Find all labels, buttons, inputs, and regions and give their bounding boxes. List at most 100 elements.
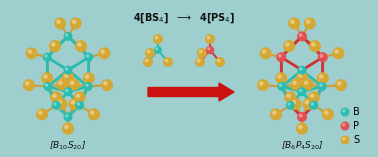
Circle shape [304,81,308,85]
Circle shape [309,101,318,110]
Circle shape [64,73,68,78]
Circle shape [288,17,300,29]
Circle shape [54,17,66,29]
Circle shape [302,78,314,90]
Circle shape [299,89,302,92]
Circle shape [50,92,62,103]
Circle shape [49,40,61,52]
Circle shape [299,33,302,37]
Circle shape [154,46,162,54]
Text: S: S [353,135,359,145]
Circle shape [341,135,350,144]
Circle shape [85,74,90,79]
Circle shape [324,110,328,115]
Circle shape [68,78,80,90]
Circle shape [75,40,87,52]
Circle shape [41,72,53,84]
Text: 4[BS$_4$]  $\longrightarrow$  4[PS$_4$]: 4[BS$_4$] $\longrightarrow$ 4[PS$_4$] [133,11,235,24]
Circle shape [165,59,169,62]
Circle shape [101,79,113,91]
FancyArrow shape [148,83,234,101]
Circle shape [64,125,68,129]
Text: [B$_{10}$S$_{20}$]: [B$_{10}$S$_{20}$] [50,140,87,152]
Circle shape [62,71,74,83]
Circle shape [155,36,158,40]
Circle shape [292,81,297,85]
Circle shape [311,102,314,106]
Circle shape [298,73,303,78]
Circle shape [52,101,61,110]
Circle shape [297,112,307,122]
Circle shape [84,53,93,62]
Circle shape [207,36,211,40]
Circle shape [207,47,211,50]
Circle shape [322,108,334,120]
Circle shape [262,49,266,54]
Circle shape [70,17,82,29]
Circle shape [259,81,263,86]
Circle shape [302,98,314,110]
Circle shape [290,98,302,110]
Circle shape [28,49,32,54]
Circle shape [65,89,68,92]
Circle shape [83,72,95,84]
Circle shape [285,42,290,47]
Circle shape [260,47,272,59]
Circle shape [56,98,68,110]
Circle shape [197,48,207,58]
Circle shape [145,59,149,62]
Circle shape [77,102,80,106]
Circle shape [51,42,56,47]
Circle shape [304,17,316,29]
Circle shape [76,94,80,98]
Circle shape [296,123,308,135]
Circle shape [277,82,287,91]
Circle shape [98,47,110,59]
Circle shape [337,81,342,86]
Circle shape [52,94,57,98]
Circle shape [296,71,308,83]
Circle shape [143,57,153,67]
Circle shape [155,47,158,50]
Circle shape [290,19,295,24]
Circle shape [317,72,329,84]
Circle shape [64,113,73,122]
Circle shape [341,122,350,130]
Circle shape [72,19,76,24]
Circle shape [311,42,316,47]
Circle shape [153,34,163,44]
Circle shape [44,54,48,58]
Circle shape [341,108,350,116]
Circle shape [286,101,295,110]
Circle shape [77,42,82,47]
Circle shape [145,48,155,58]
Circle shape [277,74,282,79]
Circle shape [147,50,150,54]
Circle shape [335,79,347,91]
Circle shape [74,92,86,103]
Circle shape [45,84,48,87]
Circle shape [297,31,307,41]
Circle shape [279,84,282,87]
Circle shape [64,66,73,75]
Circle shape [195,57,205,67]
Circle shape [215,57,225,67]
Circle shape [319,84,322,87]
Circle shape [284,92,296,103]
Circle shape [275,72,287,84]
Circle shape [43,74,48,79]
Circle shape [342,137,345,141]
Circle shape [56,78,68,90]
Circle shape [64,32,73,41]
Circle shape [297,66,307,75]
Circle shape [88,108,100,120]
Circle shape [335,49,339,54]
Circle shape [84,82,93,91]
Circle shape [65,114,68,117]
Circle shape [57,100,62,105]
Circle shape [342,123,345,126]
Circle shape [342,109,345,112]
Circle shape [38,110,43,115]
Circle shape [64,87,73,96]
Circle shape [276,52,286,62]
